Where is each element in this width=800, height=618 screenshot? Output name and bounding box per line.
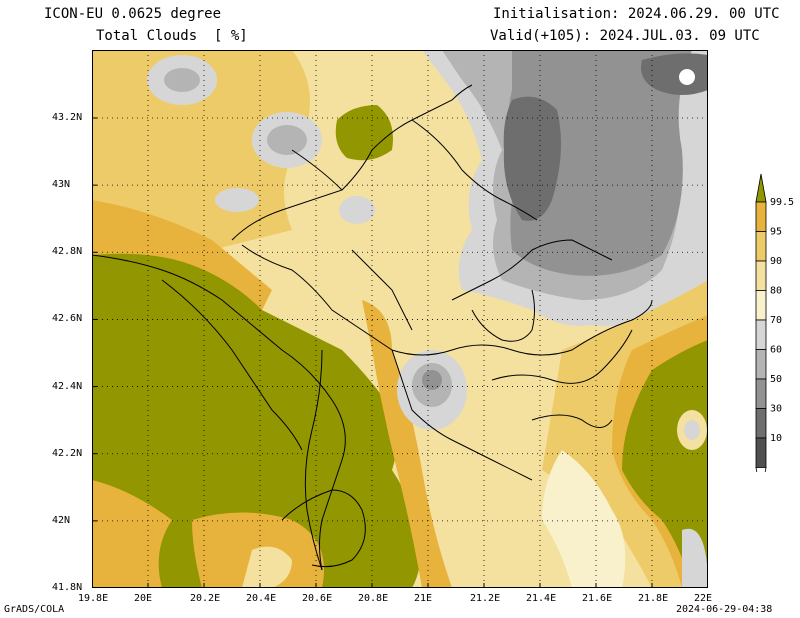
init-time: Initialisation: 2024.06.29. 00 UTC: [493, 6, 780, 22]
lon-label: 20.4E: [246, 593, 277, 604]
lat-label: 43N: [52, 179, 71, 191]
lon-label: 20E: [134, 593, 153, 604]
legend-colorbar: 99.5 95 90 80 70 60 50 30 10: [755, 173, 794, 496]
lon-label: 21E: [414, 593, 433, 604]
legend-swatch: [755, 378, 767, 409]
lon-label: 21.8E: [638, 593, 669, 604]
lon-label: 21.2E: [470, 593, 501, 604]
legend: 99.5 95 90 80 70 60 50 30 10: [754, 172, 800, 496]
legend-label: 95: [770, 227, 782, 238]
lon-label: 21.4E: [526, 593, 557, 604]
lat-label: 43.2N: [52, 112, 83, 123]
legend-label: 70: [770, 315, 782, 326]
lat-label: 42.6N: [52, 313, 83, 325]
legend-swatch: [755, 349, 767, 380]
grads-credit: GrADS/COLA: [4, 604, 65, 615]
legend-label: 90: [770, 256, 782, 267]
legend-label: 10: [770, 433, 782, 444]
lon-label: 20.6E: [302, 593, 333, 604]
borders: [91, 84, 653, 571]
lat-label: 42N: [52, 514, 71, 526]
lon-label: 21.6E: [582, 593, 613, 604]
legend-label: 30: [770, 404, 782, 415]
lat-label: 42.4N: [52, 380, 83, 392]
lat-label: 42.2N: [52, 447, 83, 459]
legend-swatch: [755, 408, 767, 439]
model-title: ICON-EU 0.0625 degree: [44, 6, 222, 22]
variable-title: Total Clouds [ %]: [96, 28, 248, 44]
legend-swatch: [755, 231, 767, 262]
lon-label: 20.2E: [190, 593, 221, 604]
legend-label: 80: [770, 286, 782, 297]
generation-timestamp: 2024-06-29-04:38: [676, 604, 773, 615]
legend-swatch: [755, 260, 767, 291]
map-canvas: [91, 50, 709, 589]
lon-label: 19.8E: [78, 593, 109, 604]
legend-swatch: [755, 201, 767, 232]
lon-label: 22E: [694, 593, 713, 604]
legend-label: 50: [770, 374, 782, 385]
legend-swatch: [755, 467, 767, 496]
lon-label: 20.8E: [358, 593, 389, 604]
cloud-cover-map: [91, 50, 709, 589]
legend-swatch: [755, 437, 767, 468]
legend-swatch: [755, 173, 767, 203]
lat-label: 41.8N: [52, 582, 83, 593]
axis-ticks: [91, 117, 709, 589]
legend-label: 60: [770, 345, 782, 356]
legend-swatch: [755, 319, 767, 350]
legend-swatch: [755, 290, 767, 321]
legend-label: 99.5: [770, 197, 794, 208]
lat-label: 42.8N: [52, 246, 83, 258]
cloud-field: [92, 50, 708, 588]
valid-time: Valid(+105): 2024.JUL.03. 09 UTC: [490, 28, 760, 44]
